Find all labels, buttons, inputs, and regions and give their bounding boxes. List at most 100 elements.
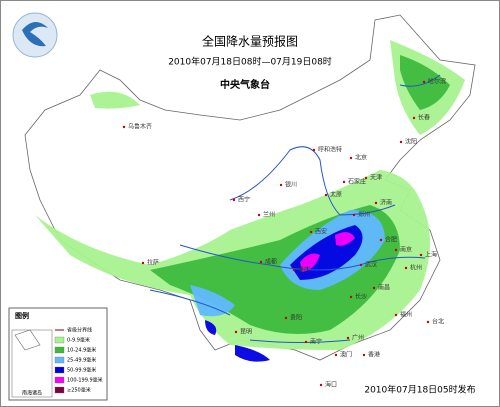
city-dot (374, 201, 378, 205)
city-dot (404, 266, 408, 270)
legend-label: 10-24.9毫米 (67, 347, 96, 354)
legend-swatch (54, 366, 65, 374)
inset-box (11, 329, 53, 398)
city-label: 太原 (330, 191, 342, 199)
city-dot (422, 80, 426, 84)
city-dot (379, 238, 383, 242)
rain-area (235, 345, 270, 362)
city-dot (234, 330, 238, 334)
precipitation-areas (35, 40, 465, 362)
city-label: 澳门 (340, 351, 352, 359)
legend-swatch (54, 336, 65, 344)
city-label: 长春 (418, 114, 430, 122)
subtitle: 2010年07月18日08时—07月19日08时 (168, 56, 332, 68)
city-dot (279, 183, 283, 187)
city-dot (412, 116, 416, 120)
city-label: 杭州 (410, 264, 422, 272)
inset-land (14, 329, 41, 351)
city-label: 郑州 (358, 211, 370, 219)
inset-label: 南海诸岛 (22, 390, 42, 397)
city-dot (141, 261, 145, 265)
city-label: 台北 (432, 318, 444, 326)
city-dot (349, 156, 353, 160)
city-label: 呼和浩特 (318, 146, 342, 154)
city-dot (292, 268, 296, 272)
city-dot (372, 286, 376, 290)
city-label: 长沙 (355, 293, 367, 301)
legend-swatch (54, 356, 65, 364)
city-label: 西安 (315, 228, 327, 236)
rain-area (205, 320, 217, 335)
city-dot (342, 180, 346, 184)
city-dot (232, 198, 236, 202)
rain-area (90, 91, 140, 109)
city-dot (284, 316, 288, 320)
city-label: 乌鲁木齐 (128, 123, 152, 131)
city-label: 沈阳 (405, 138, 417, 146)
city-dot (334, 353, 338, 357)
city-dot (257, 213, 261, 217)
city-label: 北京 (355, 154, 367, 162)
legend-swatch (54, 346, 65, 354)
city-label: 上海 (425, 251, 437, 259)
city-label: 银川 (285, 181, 297, 189)
city-dot (426, 320, 430, 324)
legend-box (8, 307, 108, 401)
city-dot (304, 340, 308, 344)
city-dot (259, 260, 263, 264)
city-dot (324, 193, 328, 197)
city-label: 西宁 (238, 196, 250, 204)
logo (12, 12, 58, 58)
issuer: 中央气象台 (220, 78, 270, 91)
city-dot (319, 383, 323, 387)
city-dot (362, 353, 366, 357)
legend-swatch (54, 376, 65, 384)
city-dot (394, 313, 398, 317)
city-dot (399, 140, 403, 144)
city-label: 兰州 (263, 211, 275, 219)
city-label: 重庆 (298, 266, 310, 274)
rain-area (190, 285, 235, 317)
city-dot (349, 295, 353, 299)
city-label: 香港 (368, 351, 380, 359)
city-label: 天津 (370, 175, 382, 182)
city-label: 海口 (325, 381, 337, 389)
legend-label: 25-49.9毫米 (67, 357, 96, 364)
legend-label: ≥250毫米 (67, 387, 91, 394)
city-dot (309, 230, 313, 234)
city-label: 合肥 (385, 236, 397, 244)
title: 全国降水量预报图 (202, 34, 298, 49)
legend-label: 0-9.9毫米 (67, 337, 90, 344)
city-dot (364, 176, 368, 180)
city-label: 武汉 (365, 261, 377, 269)
legend-boundary: 省级分界线 (67, 327, 92, 334)
rain-area (300, 253, 320, 272)
city-dot (312, 148, 316, 152)
legend-swatch (54, 386, 65, 394)
city-dot (359, 263, 363, 267)
legend-label: 100-199.9毫米 (67, 377, 103, 384)
city-label: 济南 (380, 199, 392, 207)
city-label: 南宁 (310, 338, 322, 346)
city-label: 南京 (400, 246, 412, 254)
legend-label: 50-99.9毫米 (67, 367, 96, 374)
city-label: 哈尔滨 (428, 78, 446, 86)
city-label: 广州 (352, 334, 364, 342)
city-label: 南昌 (378, 284, 390, 292)
city-dot (394, 248, 398, 252)
legend: 0-9.9毫米 10-24.9毫米 25-49.9毫米 50-99.9毫米 100-19… (54, 336, 103, 394)
legend-title: 图例 (15, 311, 29, 320)
footer: 2010年07月18日05时发布 (364, 384, 475, 396)
city-label: 贵阳 (290, 314, 302, 322)
city-dot (122, 125, 126, 129)
city-label: 成都 (265, 258, 277, 266)
city-dot (346, 336, 350, 340)
rain-area (335, 232, 355, 246)
city-label: 拉萨 (147, 259, 159, 267)
city-label: 福州 (400, 311, 412, 319)
city-label: 昆明 (240, 329, 252, 336)
rivers (149, 74, 441, 343)
city-dot (352, 213, 356, 217)
